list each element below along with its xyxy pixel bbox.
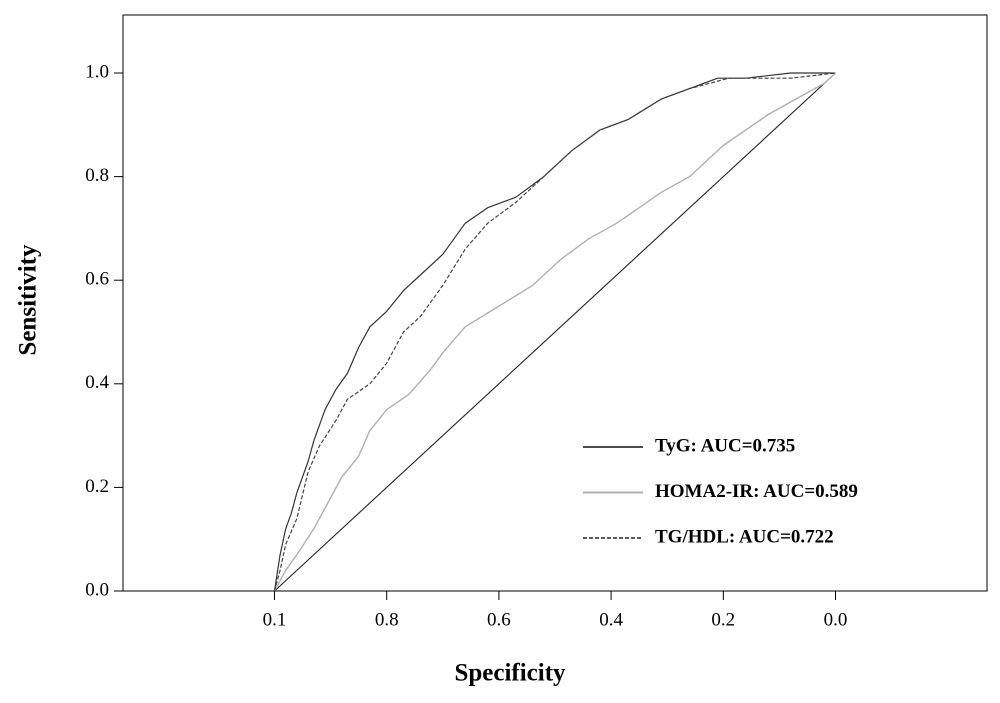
y-tick-label: 0.8 <box>85 165 109 186</box>
roc-curve <box>273 72 836 592</box>
y-tick-label: 0.4 <box>85 372 109 393</box>
x-tick-label: 0.4 <box>599 609 623 630</box>
y-tick-label: 0.0 <box>85 579 109 600</box>
x-tick-label: 0.6 <box>487 609 511 630</box>
x-tick-label: 0.2 <box>711 609 735 630</box>
x-tick-label: 0.0 <box>824 609 848 630</box>
roc-curve <box>273 72 836 592</box>
legend-label: HOMA2-IR: AUC=0.589 <box>655 481 858 502</box>
plot-frame <box>122 14 988 592</box>
x-tick-label: 0.1 <box>263 609 287 630</box>
roc-curve <box>273 72 836 592</box>
x-axis-label: Specificity <box>454 660 566 687</box>
y-tick-label: 0.6 <box>85 269 109 290</box>
y-tick-label: 0.2 <box>85 476 109 497</box>
reference-line <box>274 72 836 592</box>
y-axis-label: Sensitivity <box>15 244 42 356</box>
x-tick-label: 0.8 <box>375 609 399 630</box>
legend-label: TyG: AUC=0.735 <box>655 435 795 456</box>
legend-label: TG/HDL: AUC=0.722 <box>655 526 834 547</box>
y-tick-label: 1.0 <box>85 61 109 82</box>
